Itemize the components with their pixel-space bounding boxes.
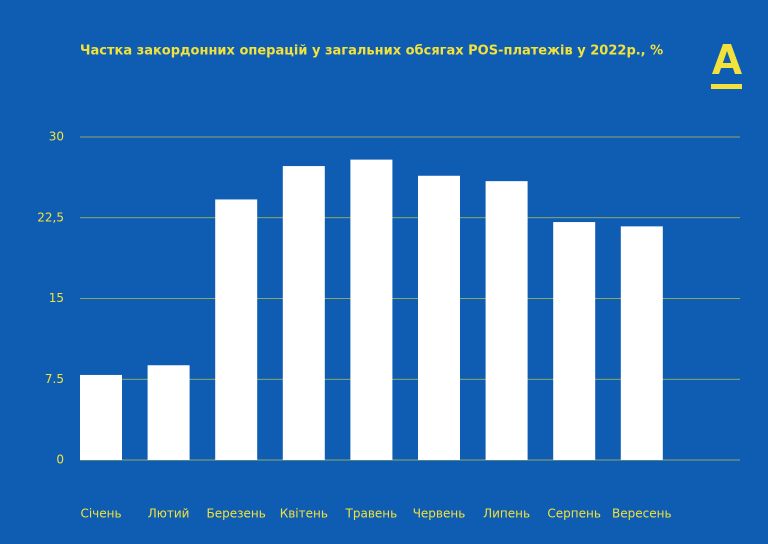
bar	[282, 166, 325, 460]
x-tick-label: Березень	[207, 507, 266, 521]
y-tick-label: 30	[49, 130, 64, 144]
y-tick-label: 7.5	[45, 372, 64, 386]
logo	[711, 44, 742, 89]
x-tick-label: Липень	[483, 507, 530, 521]
y-tick-label: 15	[49, 291, 64, 305]
bar	[80, 374, 122, 460]
bar	[147, 365, 190, 460]
bar	[350, 159, 393, 461]
chart-title: Частка закордонних операцій у загальних …	[80, 44, 663, 59]
bar	[620, 226, 663, 460]
x-tick-label: Червень	[413, 507, 466, 521]
x-tick-label: Квітень	[280, 507, 328, 521]
y-tick-label: 22,5	[37, 210, 64, 224]
x-tick-label: Січень	[80, 507, 121, 521]
bar	[215, 199, 258, 461]
x-tick-label: Вересень	[612, 507, 672, 521]
x-tick-label: Серпень	[547, 507, 601, 521]
bar	[418, 175, 460, 460]
x-tick-label: Травень	[345, 507, 398, 521]
bar	[485, 181, 528, 461]
x-tick-label: Лютий	[148, 507, 190, 521]
bar	[553, 222, 596, 460]
y-tick-label: 0	[56, 453, 64, 467]
